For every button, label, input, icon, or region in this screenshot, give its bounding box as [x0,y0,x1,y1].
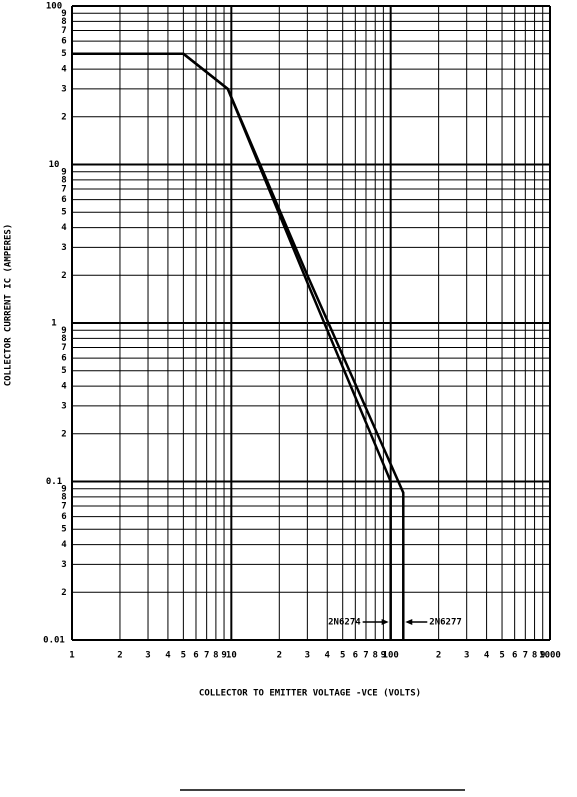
x-tick-label: 9 [221,651,226,661]
x-tick-label: 4 [484,651,490,661]
x-tick-label: 7 [523,651,528,661]
x-tick-label: 1000 [539,651,561,661]
y-tick-label: 6 [61,195,66,205]
y-tick-label: 4 [61,382,67,392]
y-tick-label: 8 [61,334,66,344]
x-tick-label: 8 [213,651,218,661]
arrow-head [381,619,389,625]
x-tick-label: 7 [204,651,209,661]
y-tick-label: 3 [61,243,66,253]
y-tick-label: 10 [49,160,60,170]
y-tick-label: 7 [61,502,66,512]
y-tick-label: 2 [61,429,66,439]
x-tick-label: 8 [373,651,378,661]
y-tick-label: 0.01 [43,636,65,646]
x-tick-label: 3 [464,651,469,661]
y-tick-label: 5 [61,525,66,535]
y-tick-label: 9 [61,326,66,336]
y-tick-label: 6 [61,512,66,522]
y-tick-label: 8 [61,175,66,185]
series-annotation: 2N6274 [328,618,361,628]
y-tick-label: 100 [46,2,62,12]
x-tick-label: 9 [381,651,386,661]
y-axis-label: COLLECTOR CURRENT IC (AMPERES) [4,224,14,387]
x-tick-label: 7 [363,651,368,661]
y-tick-label: 7 [61,185,66,195]
x-tick-label: 1 [69,651,74,661]
y-tick-label: 5 [61,366,66,376]
y-tick-label: 7 [61,26,66,36]
x-tick-label: 6 [353,651,358,661]
y-tick-label: 0.1 [46,477,62,487]
y-tick-label: 3 [61,401,66,411]
y-tick-label: 1 [51,319,56,329]
series-line [72,52,405,640]
x-tick-label: 2 [277,651,282,661]
arrow-head [405,619,413,625]
x-axis-label: COLLECTOR TO EMITTER VOLTAGE -VCE (VOLTS… [199,689,421,699]
x-tick-label: 6 [512,651,517,661]
x-tick-label: 3 [305,651,310,661]
x-tick-label: 2 [436,651,441,661]
x-tick-label: 4 [325,651,331,661]
y-tick-label: 2 [61,271,66,281]
x-tick-label: 5 [340,651,345,661]
y-tick-label: 4 [61,65,67,75]
x-tick-label: 2 [117,651,122,661]
y-tick-label: 3 [61,84,66,94]
x-tick-label: 10 [226,651,237,661]
y-tick-label: 5 [61,208,66,218]
y-tick-label: 7 [61,343,66,353]
x-tick-label: 4 [165,651,171,661]
y-tick-label: 9 [61,167,66,177]
y-tick-label: 3 [61,560,66,570]
x-tick-label: 5 [181,651,186,661]
y-tick-label: 8 [61,17,66,27]
x-tick-label: 8 [532,651,537,661]
series-annotation: 2N6277 [429,618,462,628]
y-tick-label: 2 [61,588,66,598]
y-tick-label: 5 [61,49,66,59]
y-tick-label: 4 [61,223,67,233]
x-tick-label: 6 [193,651,198,661]
x-tick-label: 3 [145,651,150,661]
x-tick-label: 100 [383,651,399,661]
y-tick-label: 2 [61,112,66,122]
y-tick-label: 8 [61,492,66,502]
y-tick-label: 9 [61,9,66,19]
y-tick-label: 4 [61,540,67,550]
x-tick-label: 5 [499,651,504,661]
x-tick-label: 9 [540,651,545,661]
y-tick-label: 6 [61,37,66,47]
y-tick-label: 6 [61,354,66,364]
y-tick-label: 9 [61,484,66,494]
